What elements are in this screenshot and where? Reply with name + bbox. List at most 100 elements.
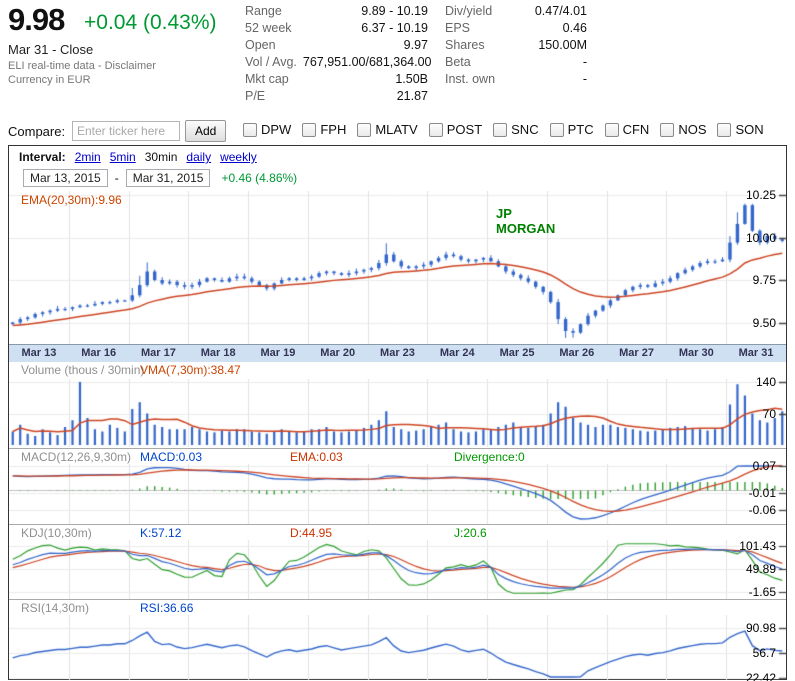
rsi-panel-header: RSI(14,30m) RSI:36.66 bbox=[9, 599, 786, 617]
stat-row: Mkt cap 1.50B bbox=[245, 71, 428, 88]
y-tick-label: 49.89 bbox=[745, 562, 776, 576]
stat-label: Inst. own bbox=[445, 72, 496, 86]
rsi-chart[interactable] bbox=[9, 615, 786, 680]
range-change-value: +0.46 (4.86%) bbox=[221, 171, 298, 185]
macd-title: MACD(12,26,9,30m) bbox=[21, 450, 132, 464]
ticker-checkbox[interactable] bbox=[604, 122, 619, 137]
ticker-checkbox[interactable] bbox=[549, 122, 564, 137]
stat-label: Range bbox=[245, 4, 282, 18]
stat-label: Shares bbox=[445, 38, 485, 52]
disclaimer-link[interactable]: Disclaimer bbox=[104, 60, 156, 72]
stat-label: Mkt cap bbox=[245, 72, 289, 86]
stat-value: 6.37 - 10.19 bbox=[361, 21, 428, 35]
stat-value: - bbox=[582, 72, 587, 86]
y-tick-label: -0.01 bbox=[748, 486, 776, 501]
ticker-checkbox-label: PTC bbox=[567, 122, 594, 137]
stat-row: Shares 150.00M bbox=[445, 37, 587, 54]
ticker-search-input[interactable] bbox=[72, 121, 180, 141]
kdj-title: KDJ(10,30m) bbox=[21, 526, 92, 540]
ticker-checkbox-label: SNC bbox=[511, 122, 539, 137]
stat-value: 1.50B bbox=[395, 72, 428, 86]
stats-table-left: Range 9.89 - 10.19 52 week 6.37 - 10.19 Open… bbox=[245, 3, 432, 105]
rsi-value-label: RSI:36.66 bbox=[140, 601, 194, 615]
y-tick-label: 90.98 bbox=[745, 621, 776, 636]
compare-ticker-item[interactable]: NOS bbox=[660, 122, 706, 137]
stat-value: 9.97 bbox=[403, 38, 428, 52]
compare-ticker-item[interactable]: SON bbox=[717, 122, 764, 137]
volume-title: Volume (thous / 30min) bbox=[21, 363, 145, 377]
x-axis-date-label: Mar 26 bbox=[559, 347, 595, 359]
quote-currency: Currency in EUR bbox=[8, 74, 91, 86]
stat-row: Vol / Avg. 767,951.00/681,364.00 bbox=[245, 54, 432, 71]
ticker-checkbox[interactable] bbox=[717, 122, 732, 137]
interval-option-daily[interactable]: daily bbox=[186, 150, 212, 164]
ticker-checkbox[interactable] bbox=[357, 122, 372, 137]
price-candlestick-chart[interactable] bbox=[9, 191, 786, 344]
rsi-title: RSI(14,30m) bbox=[21, 601, 90, 615]
interval-option-30min: 30min bbox=[144, 150, 178, 164]
y-tick-label: 101.43 bbox=[739, 538, 776, 553]
kdj-j-value-label: J:20.6 bbox=[454, 526, 487, 540]
ticker-checkbox-label: FPH bbox=[320, 122, 347, 137]
compare-ticker-item[interactable]: DPW bbox=[243, 122, 291, 137]
interval-bar: Interval: 2min 5min 30min daily weekly bbox=[9, 146, 786, 169]
compare-ticker-item[interactable]: CFN bbox=[604, 122, 649, 137]
compare-ticker-item[interactable]: FPH bbox=[302, 122, 346, 137]
x-axis-date-label: Mar 13 bbox=[21, 347, 57, 359]
macd-chart[interactable] bbox=[9, 464, 786, 524]
compare-ticker-item[interactable]: SNC bbox=[493, 122, 539, 137]
compare-ticker-item[interactable]: POST bbox=[428, 122, 483, 137]
x-axis-date-label: Mar 25 bbox=[499, 347, 535, 359]
kdj-chart[interactable] bbox=[9, 540, 786, 599]
stat-label: EPS bbox=[445, 21, 471, 35]
y-tick-label: 56.7 bbox=[752, 646, 776, 660]
date-range-separator: - bbox=[114, 171, 119, 185]
date-to-input[interactable]: Mar 31, 2015 bbox=[125, 169, 211, 187]
stat-label: Div/yield bbox=[445, 4, 493, 18]
add-ticker-button[interactable]: Add bbox=[185, 120, 227, 142]
ticker-checkbox[interactable] bbox=[243, 122, 257, 137]
ticker-checkbox[interactable] bbox=[493, 122, 508, 137]
quote-price: 9.98 bbox=[8, 2, 65, 37]
compare-label: Compare: bbox=[8, 124, 66, 139]
quote-change: +0.04 (0.43%) bbox=[84, 11, 217, 34]
stat-label: Open bbox=[245, 38, 276, 52]
x-axis-date-label: Mar 31 bbox=[738, 347, 774, 359]
ticker-checkbox[interactable] bbox=[302, 122, 317, 137]
ticker-checkbox-label: DPW bbox=[261, 122, 292, 137]
realtime-data-text: ELI real-time data - bbox=[8, 60, 105, 72]
jp-morgan-watermark: JP MORGAN bbox=[496, 206, 556, 236]
stat-value: 21.87 bbox=[396, 89, 428, 103]
kdj-panel-header: KDJ(10,30m) K:57.12 D:44.95 J:20.6 bbox=[9, 524, 786, 542]
interval-option-5min[interactable]: 5min bbox=[109, 150, 136, 164]
stat-label: Vol / Avg. bbox=[245, 55, 297, 69]
x-axis-date-strip: Mar 13 Mar 16 Mar 17 Mar 18 Mar 19 Mar 20 Mar … bbox=[9, 344, 786, 363]
y-tick-label: 0.07 bbox=[752, 459, 776, 474]
ticker-checkbox-label: POST bbox=[446, 122, 483, 137]
x-axis-date-label: Mar 30 bbox=[678, 347, 714, 359]
compare-ticker-item[interactable]: PTC bbox=[549, 122, 594, 137]
ticker-checkbox[interactable] bbox=[428, 122, 443, 137]
ema-indicator-label: EMA(20,30m):9.96 bbox=[21, 193, 122, 207]
x-axis-date-label: Mar 17 bbox=[140, 347, 176, 359]
interval-option-weekly[interactable]: weekly bbox=[220, 150, 257, 164]
stat-row: Div/yield 0.47/4.01 bbox=[445, 3, 587, 20]
macd-value-label: MACD:0.03 bbox=[140, 450, 203, 464]
stat-row: 52 week 6.37 - 10.19 bbox=[245, 20, 428, 37]
ticker-checkbox-label: SON bbox=[735, 122, 764, 137]
date-from-input[interactable]: Mar 13, 2015 bbox=[23, 169, 108, 187]
stat-row: P/E 21.87 bbox=[245, 88, 428, 105]
x-axis-date-label: Mar 16 bbox=[81, 347, 117, 359]
interval-option-2min[interactable]: 2min bbox=[74, 150, 101, 164]
volume-bar-chart[interactable] bbox=[9, 379, 786, 447]
stat-label: 52 week bbox=[245, 21, 292, 35]
quote-date-label: Mar 31 - Close bbox=[8, 42, 94, 57]
kdj-d-value-label: D:44.95 bbox=[290, 526, 333, 540]
y-tick-label: -1.65 bbox=[748, 585, 776, 600]
x-axis-date-label: Mar 19 bbox=[260, 347, 296, 359]
x-axis-date-label: Mar 24 bbox=[439, 347, 475, 359]
stat-value: 9.89 - 10.19 bbox=[361, 4, 428, 18]
ticker-checkbox[interactable] bbox=[660, 122, 675, 137]
quote-source-line: ELI real-time data - Disclaimer bbox=[8, 60, 156, 72]
compare-ticker-item[interactable]: MLATV bbox=[357, 122, 418, 137]
